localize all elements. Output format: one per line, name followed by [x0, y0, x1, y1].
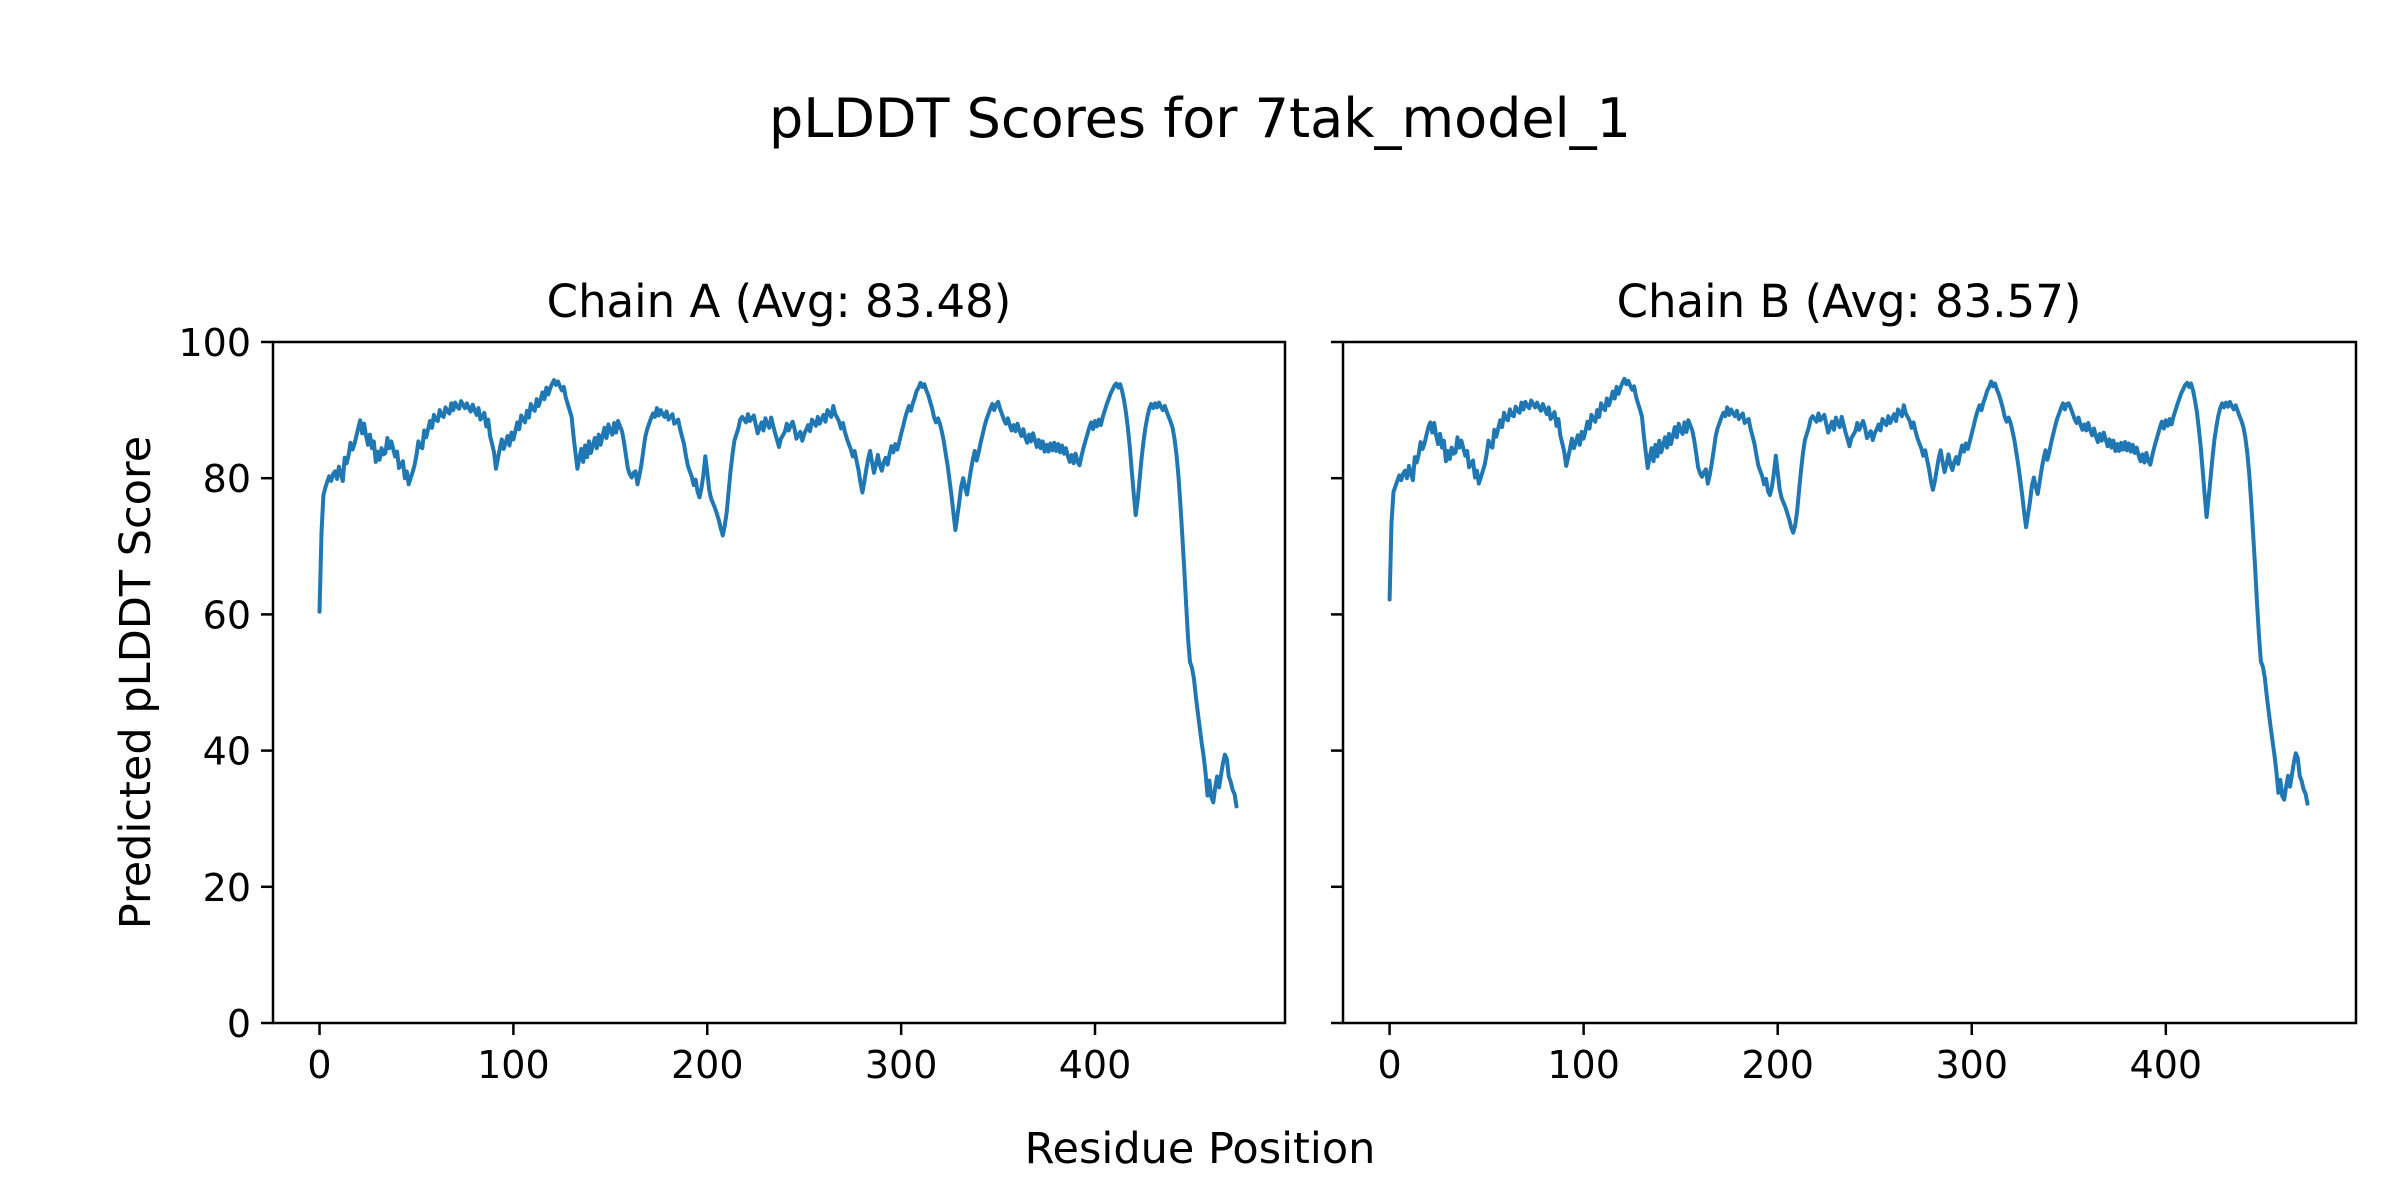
chain-a-y-tick-label: 80: [203, 457, 251, 501]
chain-a-y-tick-label: 20: [203, 866, 251, 910]
chain-a-x-tick-label: 300: [865, 1043, 938, 1087]
x-axis-label: Residue Position: [1025, 1124, 1376, 1174]
chain-a-plddt-line: [317, 378, 1239, 809]
axes-layer: 0 100 200 300 400 0 20 40 60 80 100 0 100 200 300 400: [178, 321, 2358, 1087]
chain-b-x-tick-label: 200: [1741, 1043, 1814, 1087]
chain-a-x-tick-label: 100: [477, 1043, 550, 1087]
chain-b-subplot-title: Chain B (Avg: 83.57): [1617, 275, 2082, 328]
chain-b-axes: 0 100 200 300 400: [1331, 340, 2358, 1087]
chain-b-x-tick-label: 300: [1935, 1043, 2008, 1087]
chain-a-y-tick-label: 60: [203, 593, 251, 637]
chain-b-plddt-line: [1387, 376, 2310, 806]
chain-b-x-tick-label: 100: [1547, 1043, 1620, 1087]
y-axis-label: Predicted pLDDT Score: [111, 436, 161, 929]
figure-suptitle: pLDDT Scores for 7tak_model_1: [769, 87, 1631, 150]
chain-b-plot-frame: [1341, 340, 2358, 1025]
chain-a-x-tick-label: 400: [1059, 1043, 1132, 1087]
chain-a-subplot-title: Chain A (Avg: 83.48): [547, 275, 1012, 328]
chain-a-axes: 0 100 200 300 400 0 20 40 60 80 100: [178, 321, 1287, 1087]
chain-b-x-tick-label: 400: [2130, 1043, 2203, 1087]
chain-a-y-tick-label: 100: [178, 321, 251, 365]
chain-a-y-tick-label: 40: [203, 730, 251, 774]
chain-a-x-tick-label: 0: [307, 1043, 331, 1087]
chain-a-plot-frame: [271, 340, 1287, 1025]
chain-a-x-tick-label: 200: [671, 1043, 744, 1087]
chain-b-x-tick-label: 0: [1377, 1043, 1401, 1087]
chain-a-y-tick-label: 0: [227, 1002, 251, 1046]
